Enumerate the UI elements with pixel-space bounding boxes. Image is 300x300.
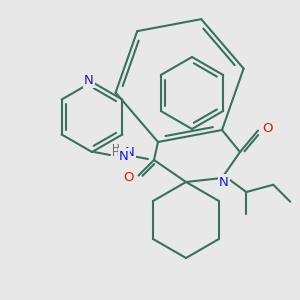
Text: N: N — [84, 74, 94, 86]
Text: O: O — [263, 122, 273, 135]
Text: N: N — [119, 149, 129, 163]
Text: N: N — [125, 146, 135, 160]
Text: N: N — [219, 176, 229, 188]
Text: H: H — [112, 148, 120, 158]
Text: H: H — [112, 144, 120, 154]
Text: O: O — [123, 171, 134, 184]
